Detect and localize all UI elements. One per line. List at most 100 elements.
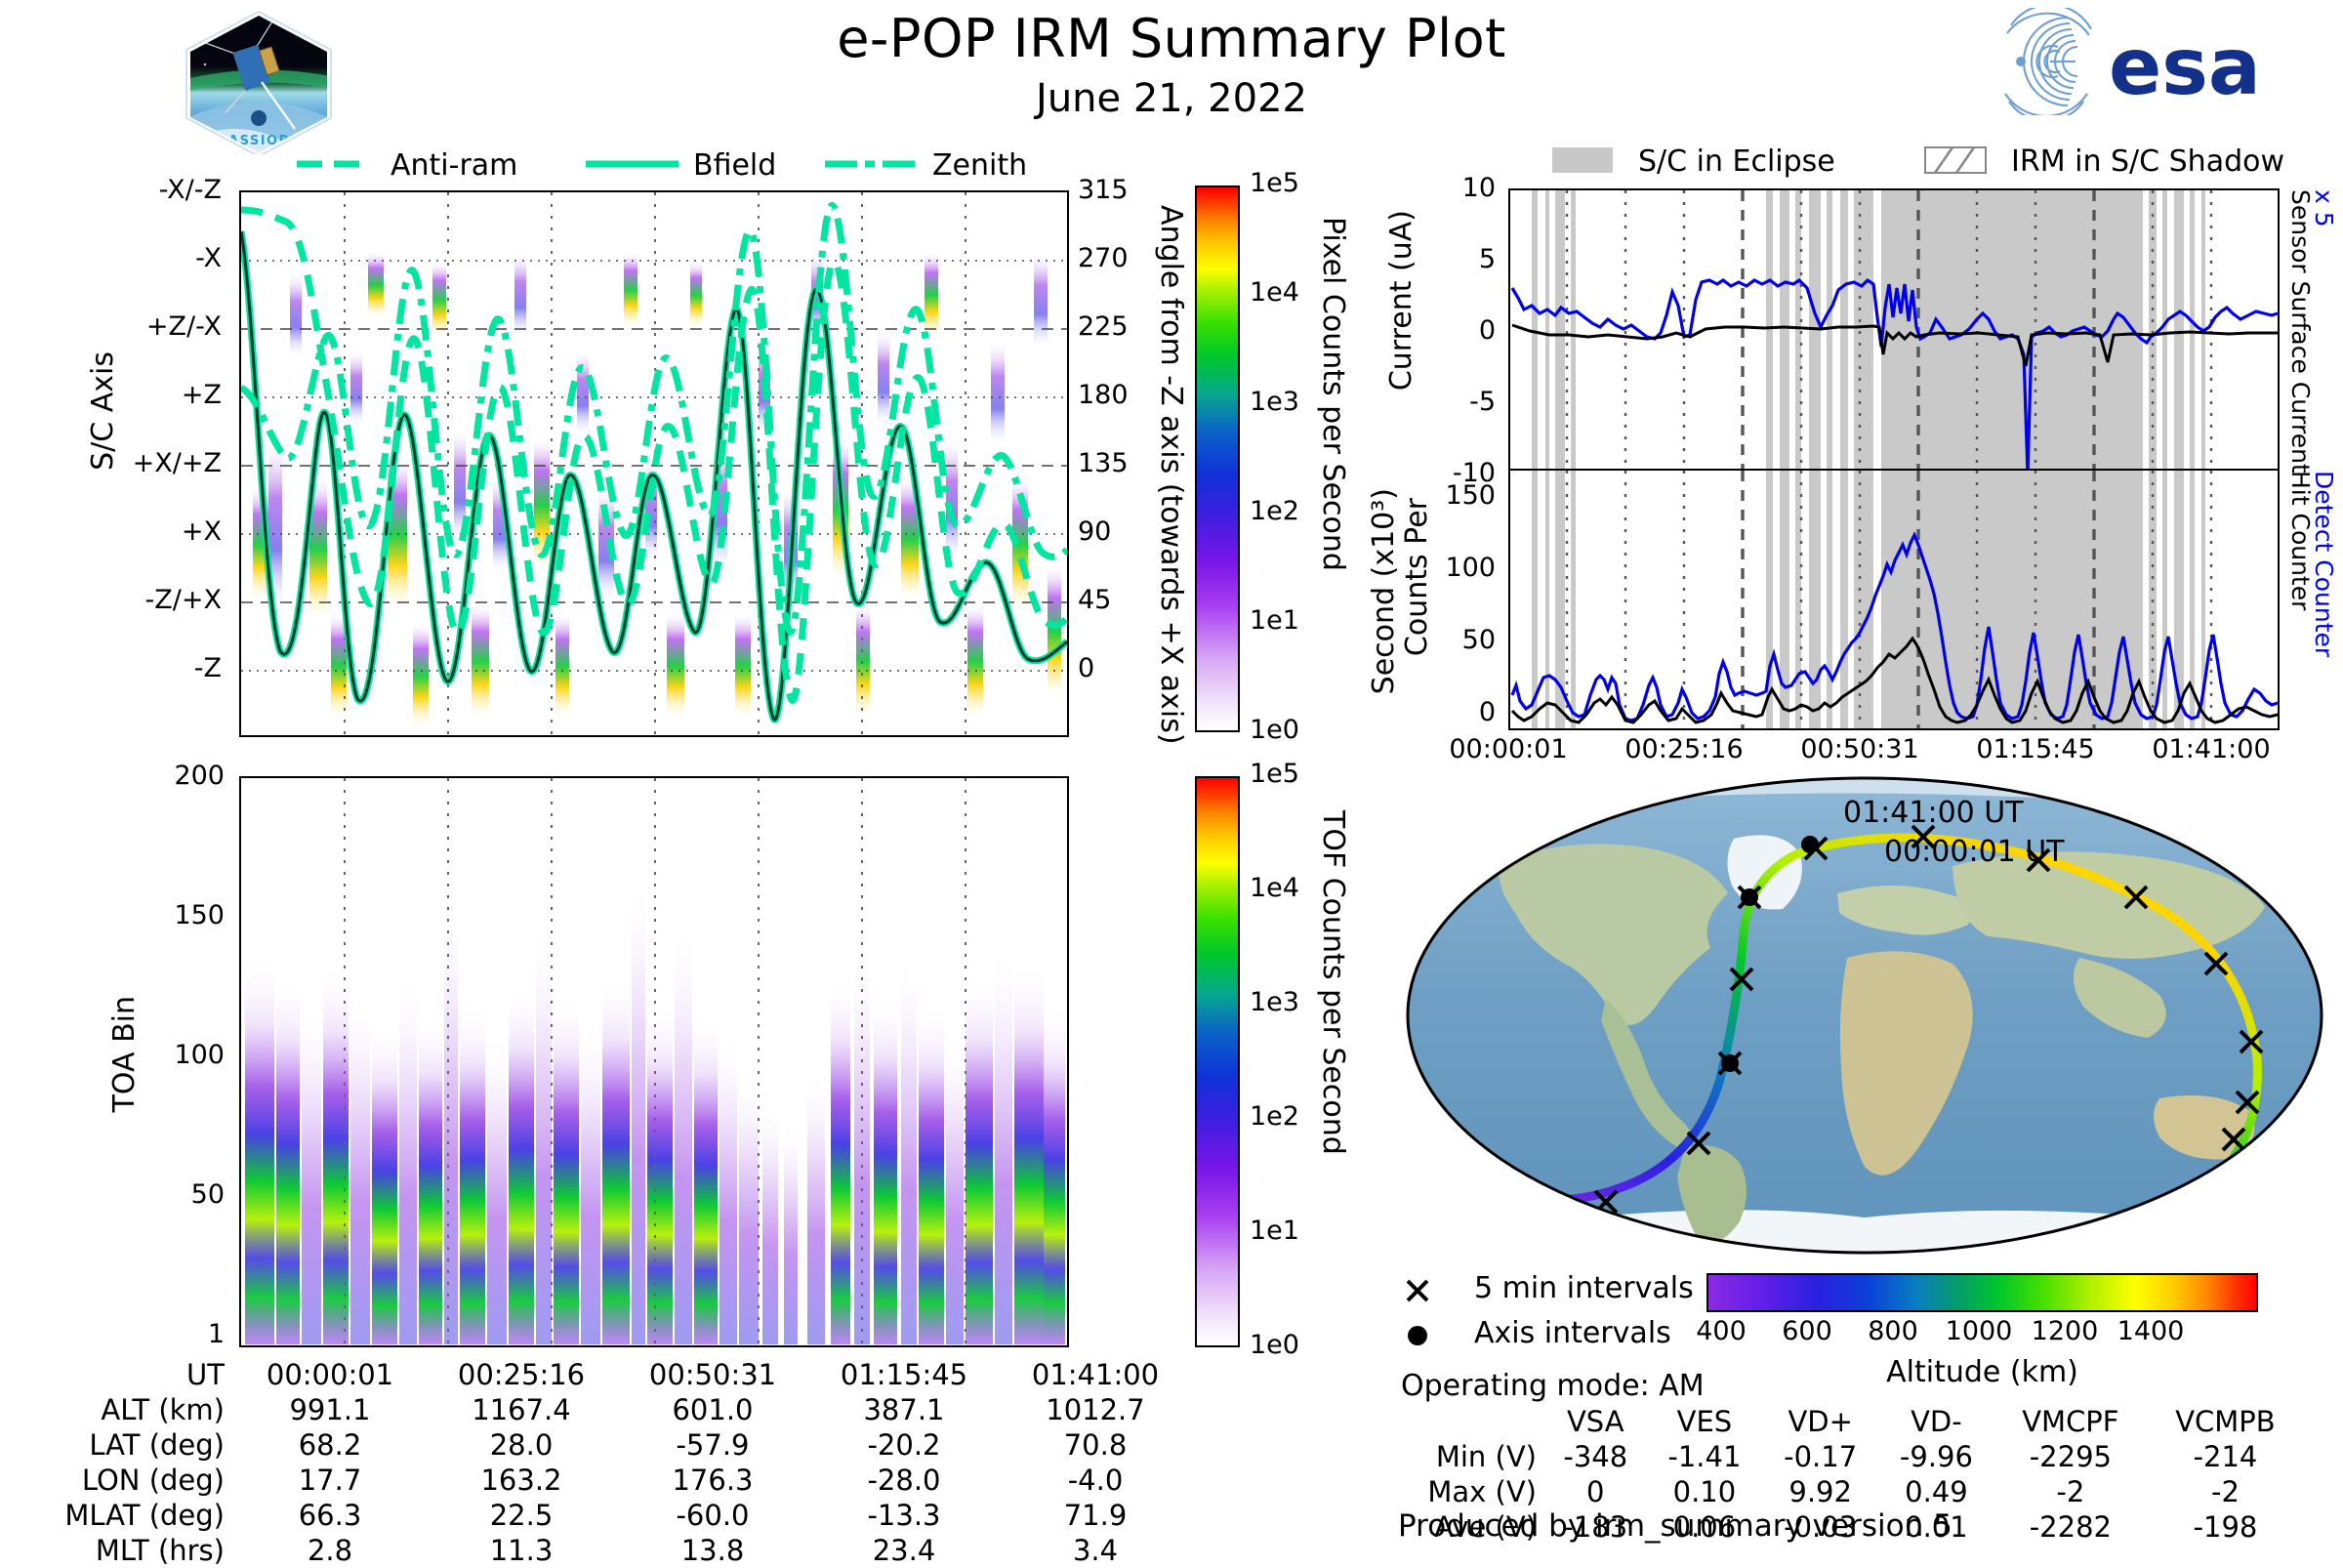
row-label: MLAT (deg): [64, 1499, 225, 1532]
cell: 11.3: [489, 1534, 554, 1567]
row-label: ALT (km): [101, 1393, 225, 1426]
cell: 71.9: [1063, 1499, 1128, 1532]
table-row: LAT (deg) 68.2 28.0 -57.9 -20.2 70.8: [39, 1427, 1191, 1463]
row-label: Ave (V): [1434, 1510, 1537, 1544]
angle-panel-ylabel-right: Angle from -Z axis (towards +X axis): [1154, 205, 1188, 745]
cell: -4.0: [1067, 1464, 1124, 1497]
cell: -9.96: [1899, 1440, 1973, 1473]
cell: -183: [1563, 1510, 1628, 1544]
cell: 70.8: [1063, 1428, 1128, 1462]
alt-tick: 1000: [1945, 1316, 2013, 1346]
current-panel-right-labels: Sensor Surface Current x 5 Sensor Surfac…: [2284, 186, 2343, 478]
current-panel-legend: [1552, 142, 2333, 181]
cell: 1167.4: [472, 1393, 571, 1426]
cell: 0.06: [1672, 1510, 1737, 1544]
row-label: LON (deg): [81, 1464, 225, 1497]
angle-panel-yticks-left: -X/-Z -X +Z/-X +Z +X/+Z +X -Z/+X -Z: [132, 175, 222, 683]
counts-ylabel-line2: Second (x10³): [1367, 488, 1401, 695]
col-header: VSA: [1566, 1405, 1624, 1438]
table-row: MLT (hrs) 2.8 11.3 13.8 23.4 3.4: [39, 1533, 1191, 1568]
cell: -1.41: [1667, 1440, 1742, 1473]
col-header: VD-: [1911, 1405, 1962, 1438]
cell: -13.3: [867, 1499, 941, 1532]
cell: 2.8: [307, 1534, 353, 1567]
row-label: UT: [186, 1358, 225, 1391]
cell: 176.3: [672, 1464, 754, 1497]
row-label: Max (V): [1427, 1475, 1537, 1508]
cell: -2: [2210, 1475, 2240, 1508]
alt-tick: 400: [1696, 1316, 1747, 1346]
cell: -2282: [2029, 1510, 2112, 1544]
cell: 0.49: [1905, 1475, 1968, 1508]
angle-panel-ylabel-left: S/C Axis: [86, 351, 120, 471]
cell: -20.2: [867, 1428, 941, 1462]
table-row: Min (V) -348 -1.41 -0.17 -9.96 -2295 -21…: [1396, 1439, 2304, 1474]
cell: 00:50:31: [648, 1358, 777, 1391]
cell: 163.2: [480, 1464, 562, 1497]
esa-logo: esa: [1982, 3, 2319, 123]
label-sensor-surface-current-x5: Sensor Surface Current x 5: [2310, 189, 2343, 474]
angle-panel-legend: [293, 144, 976, 184]
xtick: 01:41:00: [2152, 734, 2271, 764]
cell: -2: [2056, 1475, 2085, 1508]
map-annotation-start: 00:00:01 UT: [1884, 835, 2065, 869]
legend-label-antiram: Anti-ram: [390, 148, 518, 183]
cell: 66.3: [298, 1499, 362, 1532]
counts-plot[interactable]: [1508, 469, 2280, 730]
cell: 00:00:01: [266, 1358, 394, 1391]
angle-spectrogram-plot[interactable]: [239, 190, 1069, 737]
cell: -60.0: [676, 1499, 750, 1532]
counts-panel-xticks: 00:00:01 00:25:16 00:50:31 01:15:45 01:4…: [1449, 734, 2280, 773]
ground-track-map[interactable]: [1406, 776, 2323, 1255]
row-label: LAT (deg): [89, 1428, 225, 1462]
svg-text:esa: esa: [2109, 21, 2261, 112]
cell: -198: [2193, 1510, 2258, 1544]
cell: -0.17: [1784, 1440, 1858, 1473]
cell: 28.0: [489, 1428, 554, 1462]
ephemeris-table: UT 00:00:01 00:25:16 00:50:31 01:15:45 0…: [39, 1357, 1191, 1568]
pixel-counts-colorbar: [1195, 186, 1240, 732]
label-sensor-surface-current: Sensor Surface Current: [2286, 189, 2315, 474]
cell: 17.7: [298, 1464, 362, 1497]
cell: 9.92: [1788, 1475, 1852, 1508]
toa-spectrogram-plot[interactable]: [239, 776, 1069, 1347]
cell: 0.10: [1672, 1475, 1737, 1508]
cell: 01:41:00: [1031, 1358, 1160, 1391]
cell: 00:25:16: [457, 1358, 586, 1391]
cell: 601.0: [672, 1393, 754, 1426]
cell: 13.8: [680, 1534, 745, 1567]
map-legend-label-5min: 5 min intervals: [1474, 1271, 1694, 1305]
counts-panel-right-labels: Detect Counter Hit Counter: [2284, 467, 2343, 740]
table-row: Ave (V) -183 0.06 -0.03 0.01 -2282 -198: [1396, 1509, 2304, 1545]
map-annotation-end: 01:41:00 UT: [1843, 796, 2024, 830]
col-header: VD+: [1788, 1405, 1853, 1438]
col-header: VMCPF: [2022, 1405, 2119, 1438]
table-row: MLAT (deg) 66.3 22.5 -60.0 -13.3 71.9: [39, 1498, 1191, 1533]
current-panel-ylabel: Current (uA): [1384, 210, 1418, 392]
cell: -214: [2193, 1440, 2258, 1473]
cell: -348: [1563, 1440, 1628, 1473]
current-plot[interactable]: [1508, 188, 2280, 474]
col-header: VES: [1676, 1405, 1733, 1438]
pixel-counts-colorbar-ticks: 1e5 1e4 1e3 1e2 1e1 1e0: [1250, 168, 1299, 745]
cell: -0.03: [1784, 1510, 1858, 1544]
map-legend: [1396, 1269, 1845, 1386]
counts-panel-yticks: 150 100 50 0: [1445, 480, 1496, 727]
cell: 991.1: [289, 1393, 371, 1426]
alt-tick: 600: [1782, 1316, 1832, 1346]
cell: 3.4: [1072, 1534, 1119, 1567]
cell: 01:15:45: [840, 1358, 968, 1391]
cell: -2295: [2029, 1440, 2112, 1473]
altitude-colorbar: [1706, 1273, 2258, 1312]
map-legend-label-axis: Axis intervals: [1474, 1316, 1671, 1350]
label-hit-counter: Hit Counter: [2286, 471, 2315, 611]
legend-label-zenith: Zenith: [932, 148, 1028, 183]
alt-tick: 1200: [2031, 1316, 2099, 1346]
label-detect-counter: Detect Counter: [2310, 471, 2338, 658]
row-label: Min (V): [1435, 1440, 1537, 1473]
cell: -57.9: [676, 1428, 750, 1462]
altitude-colorbar-label: Altitude (km): [1886, 1355, 2078, 1389]
table-row: LON (deg) 17.7 163.2 176.3 -28.0 -4.0: [39, 1463, 1191, 1498]
xtick: 00:50:31: [1800, 734, 1919, 764]
xtick: 00:00:01: [1449, 734, 1568, 764]
